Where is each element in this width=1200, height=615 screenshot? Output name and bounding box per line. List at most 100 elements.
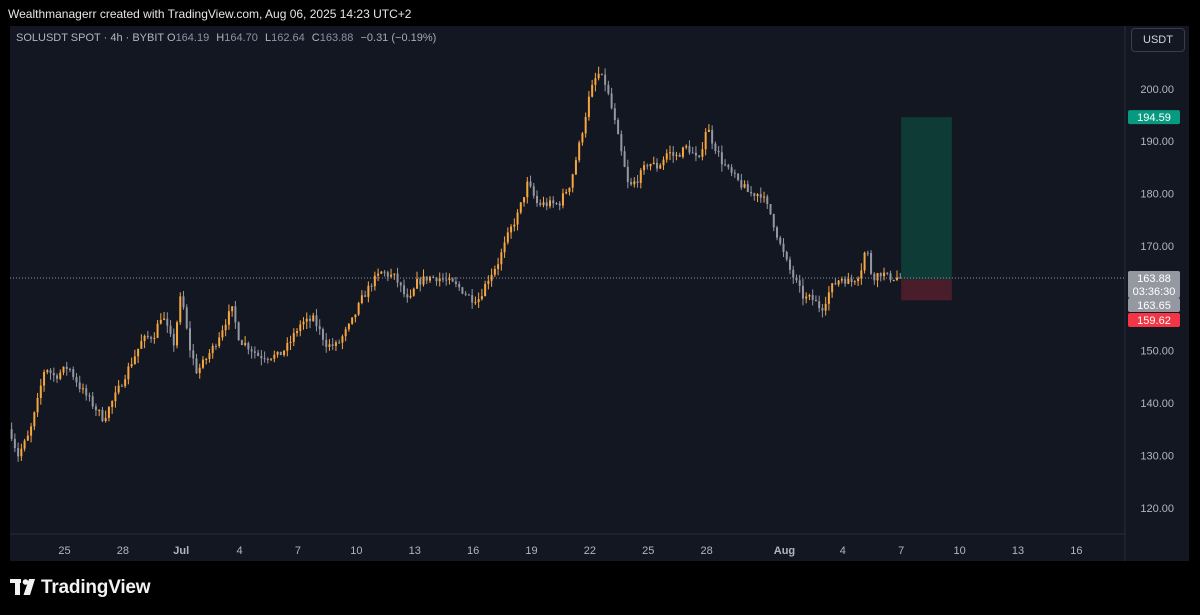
candle — [497, 257, 500, 276]
candle-body — [613, 108, 616, 121]
candle — [302, 317, 305, 330]
candle — [127, 362, 130, 385]
candle — [574, 156, 577, 176]
y-tick-label: 170.00 — [1140, 241, 1174, 253]
candle — [733, 169, 736, 178]
candle-body — [26, 435, 29, 441]
candle-body — [192, 350, 195, 359]
tradingview-logo-icon — [10, 579, 35, 595]
candle-body — [153, 337, 156, 339]
candle — [56, 373, 59, 383]
candle — [730, 164, 733, 177]
candle — [691, 146, 694, 154]
candle-body — [811, 295, 814, 300]
candle — [889, 270, 892, 283]
candle-body — [536, 195, 539, 204]
candle — [565, 189, 568, 195]
high-value: 164.70 — [224, 32, 258, 44]
candle-body — [759, 194, 762, 198]
candle-body — [853, 281, 856, 283]
candle — [377, 268, 380, 282]
candle — [464, 291, 467, 297]
candle-body — [552, 200, 555, 204]
candle — [886, 272, 889, 276]
candle-body — [286, 342, 289, 351]
candle-body — [467, 294, 470, 296]
candle-body — [30, 426, 33, 436]
candle-body — [458, 284, 461, 288]
x-tick-label: Aug — [774, 545, 795, 557]
candle — [30, 422, 33, 443]
candle — [643, 161, 646, 175]
candle — [626, 159, 629, 189]
candle-body — [487, 280, 490, 284]
candle — [49, 368, 52, 380]
currency-button[interactable]: USDT — [1131, 28, 1185, 52]
candle-body — [296, 331, 299, 334]
footer-bar: TradingView — [0, 561, 1200, 615]
candle — [360, 290, 363, 305]
entry-price-badge: 163.65 — [1128, 298, 1180, 313]
candle — [331, 337, 334, 351]
high-label: H — [216, 32, 225, 44]
candle — [78, 375, 81, 393]
candle-body — [299, 324, 302, 332]
candle-body — [691, 152, 694, 154]
candle — [17, 442, 20, 462]
candle — [552, 196, 555, 208]
candle-body — [561, 193, 564, 206]
candle — [315, 308, 318, 332]
candle — [837, 279, 840, 287]
candle-body — [85, 388, 88, 396]
candle — [266, 357, 269, 364]
candle — [312, 312, 315, 322]
candle — [578, 140, 581, 163]
candle — [146, 330, 149, 340]
position-zones[interactable] — [901, 117, 952, 301]
candle — [850, 274, 853, 287]
candle-body — [283, 350, 286, 356]
candle — [20, 443, 23, 461]
candle-body — [380, 271, 383, 274]
candle-body — [892, 279, 895, 281]
candle-body — [639, 170, 642, 183]
candle-body — [163, 318, 166, 320]
candle — [847, 272, 850, 285]
candle-body — [782, 243, 785, 253]
candle — [516, 209, 519, 231]
candle — [428, 275, 431, 284]
candle — [250, 346, 253, 359]
candle-body — [711, 129, 714, 144]
candle — [474, 296, 477, 305]
candle — [555, 202, 558, 205]
candle — [211, 343, 214, 359]
candle — [523, 197, 526, 207]
chart-pane[interactable]: 120.00130.00140.00150.00160.00170.00180.… — [10, 26, 1189, 561]
candle — [276, 351, 279, 358]
candle — [296, 328, 299, 337]
candle — [639, 167, 642, 189]
candle-body — [406, 294, 409, 298]
candle — [140, 334, 143, 349]
countdown-text: 03:36:30 — [1133, 286, 1176, 298]
stop-zone[interactable] — [901, 279, 952, 301]
candle-body — [188, 328, 191, 351]
candle-body — [523, 197, 526, 203]
candle — [373, 271, 376, 291]
candle-body — [94, 406, 97, 411]
target-zone[interactable] — [901, 117, 952, 280]
candle-body — [529, 181, 532, 187]
candle — [75, 373, 78, 387]
candle-body — [266, 358, 269, 360]
candle — [234, 300, 237, 329]
candle — [364, 290, 367, 297]
candle-body — [656, 162, 659, 169]
candle-body — [568, 187, 571, 192]
candle — [227, 304, 230, 330]
time-axis[interactable]: 25 28 Jul 4 7 10 13 16 19 22 25 28 Aug 4 7 10 13 16 — [58, 545, 1082, 557]
candle — [844, 276, 847, 287]
candle-body — [604, 74, 607, 85]
candle — [678, 152, 681, 158]
candle — [104, 410, 107, 423]
price-chart[interactable]: 120.00130.00140.00150.00160.00170.00180.… — [10, 26, 1189, 561]
